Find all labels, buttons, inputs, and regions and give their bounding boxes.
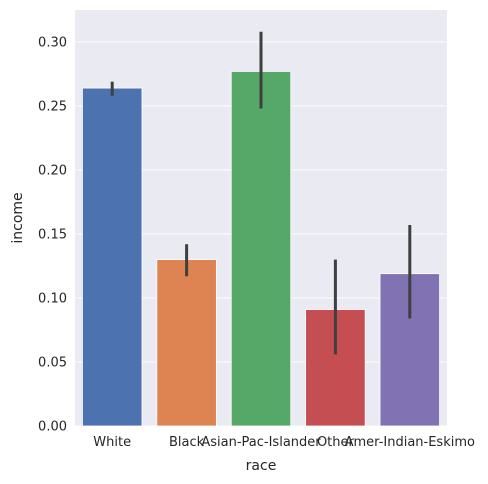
error-bars bbox=[110, 31, 412, 355]
bar bbox=[230, 71, 292, 427]
y-tick-label: 0.15 bbox=[38, 228, 67, 243]
x-tick-label: Black bbox=[169, 435, 205, 450]
y-tick-label: 0.30 bbox=[38, 36, 67, 51]
y-axis-ticks: 0.00 0.05 0.10 0.15 0.20 0.25 0.30 bbox=[38, 36, 67, 435]
x-axis-ticks: White BlackAsian-Pac-IslanderOtherAmer-In… bbox=[93, 435, 475, 450]
y-tick-label: 0.05 bbox=[38, 356, 67, 371]
y-axis-label: income bbox=[10, 192, 26, 243]
x-axis-label: race bbox=[246, 458, 277, 474]
bar bbox=[82, 87, 143, 427]
x-tick-label: Amer-Indian-Eskimo bbox=[345, 435, 475, 450]
y-tick-label: 0.00 bbox=[38, 420, 67, 435]
x-tick-label: White bbox=[93, 435, 131, 450]
x-tick-label: Asian-Pac-Islander bbox=[201, 435, 321, 450]
y-tick-label: 0.10 bbox=[38, 292, 67, 307]
y-tick-label: 0.20 bbox=[38, 164, 67, 179]
bar bbox=[156, 259, 217, 427]
x-tick-label: Other bbox=[317, 435, 355, 450]
bars bbox=[82, 71, 440, 427]
y-tick-label: 0.25 bbox=[38, 100, 67, 115]
